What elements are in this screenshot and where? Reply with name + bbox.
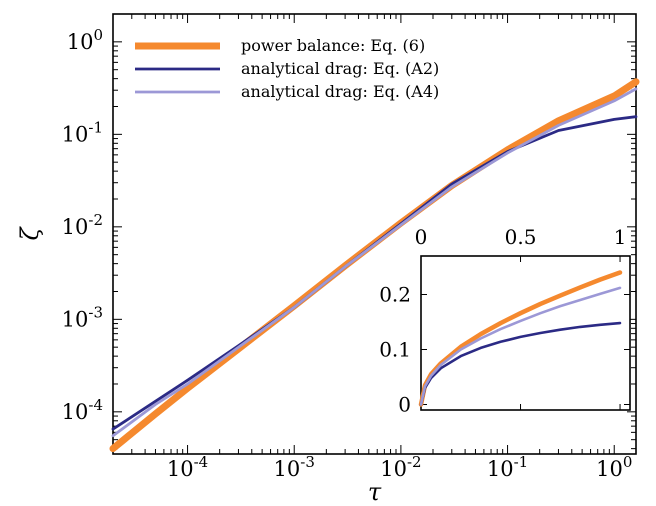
- inset-y-tick-label: 0.1: [379, 338, 411, 362]
- series-line: [111, 87, 638, 438]
- x-tick-label: 100: [596, 453, 632, 481]
- legend: power balance: Eq. (6) analytical drag: E…: [135, 36, 439, 101]
- x-tick-label: 10-3: [274, 453, 315, 481]
- y-tick-label: 10-4: [62, 396, 103, 424]
- y-tick-label: 100: [67, 26, 103, 54]
- inset-y-tick-labels: 0 0.1 0.2: [379, 283, 411, 417]
- inset-series-line: [419, 286, 622, 406]
- inset-plot: 0 0.5 1 00.10.2: [379, 225, 631, 417]
- main-major-ticks: [113, 14, 636, 454]
- legend-label: analytical drag: Eq. (A2): [241, 59, 439, 78]
- x-tick-label: 10-1: [487, 453, 528, 481]
- inset-x-tick-label: 0: [415, 225, 428, 249]
- main-plot: 10-4 10-3 10-2 10-1 100 10-410-310-210-1100 …: [16, 13, 640, 506]
- inset-y-tick-label: 0: [398, 393, 411, 417]
- inset-x-tick-label: 0.5: [505, 225, 537, 249]
- y-tick-label: 10-2: [62, 211, 103, 239]
- inset-y-tick-label: 0.2: [379, 283, 411, 307]
- main-x-tick-labels: 10-4 10-3 10-2 10-1 100: [167, 453, 632, 481]
- legend-label: power balance: Eq. (6): [241, 36, 425, 55]
- y-axis-label: ζ: [16, 226, 44, 241]
- x-axis-label: τ: [368, 478, 382, 506]
- y-tick-label: 10-3: [62, 303, 103, 331]
- main-series-lines: [109, 78, 640, 453]
- x-tick-label: 10-4: [167, 453, 208, 481]
- inset-x-tick-labels: 0 0.5 1: [415, 225, 627, 249]
- y-tick-label: 10-1: [62, 118, 103, 146]
- main-y-tick-labels: 10-4 10-3 10-2 10-1 100: [62, 26, 103, 424]
- legend-label: analytical drag: Eq. (A4): [241, 82, 439, 101]
- inset-series-lines: [418, 270, 623, 407]
- x-tick-label: 10-2: [380, 453, 421, 481]
- inset-x-tick-label: 1: [614, 225, 627, 249]
